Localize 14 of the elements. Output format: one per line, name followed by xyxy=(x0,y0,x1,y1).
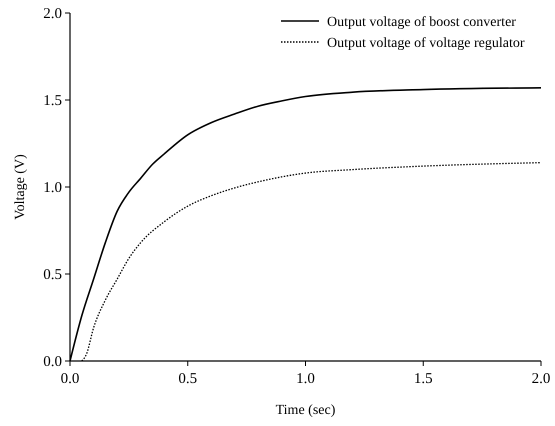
legend-label: Output voltage of boost converter xyxy=(327,15,516,30)
y-tick-label: 0.5 xyxy=(43,267,62,283)
y-tick-label: 0.0 xyxy=(43,354,62,370)
x-tick-label: 1.5 xyxy=(414,371,433,387)
y-tick-label: 2.0 xyxy=(43,6,62,22)
y-axis-title: Voltage (V) xyxy=(13,154,28,220)
legend-label: Output voltage of voltage regulator xyxy=(327,36,525,51)
x-tick-label: 0.5 xyxy=(178,371,198,387)
y-tick-label: 1.5 xyxy=(43,93,62,109)
x-tick-label: 2.0 xyxy=(532,371,550,387)
y-tick-label: 1.0 xyxy=(43,180,62,196)
x-tick-label: 0.0 xyxy=(60,371,80,387)
x-axis-title: Time (sec) xyxy=(276,403,336,418)
x-tick-label: 1.0 xyxy=(296,371,315,387)
